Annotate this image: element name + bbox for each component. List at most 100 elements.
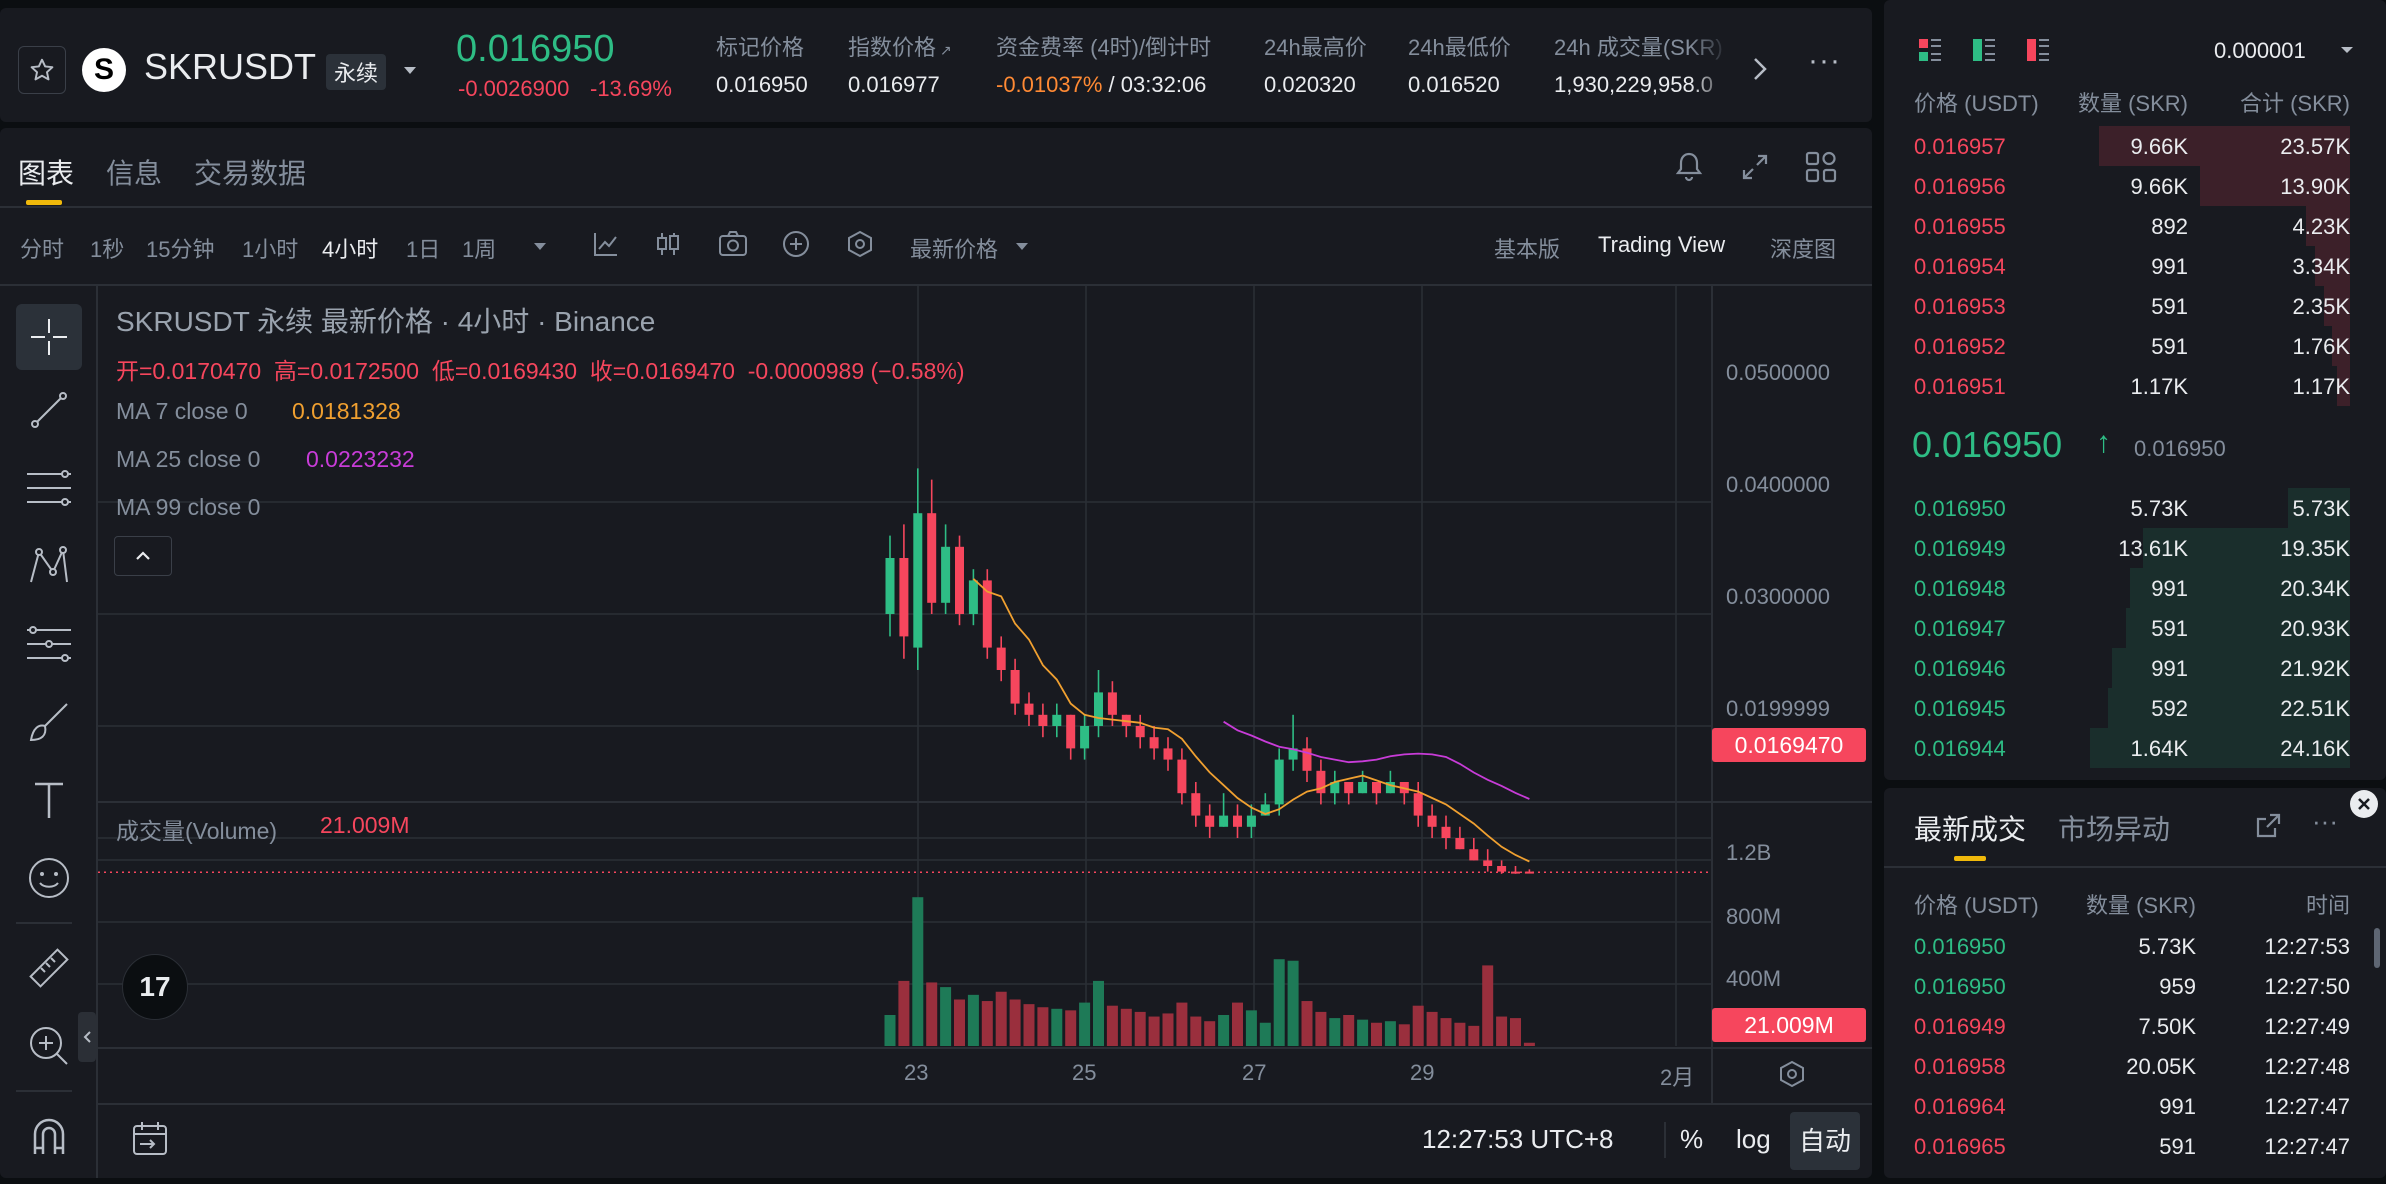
bell-icon[interactable]: [1674, 150, 1704, 182]
interval-1d[interactable]: 1日: [406, 237, 441, 262]
tab-trading-data[interactable]: 交易数据: [194, 158, 307, 189]
view-depth[interactable]: 深度图: [1770, 237, 1837, 262]
pattern-tool[interactable]: [0, 534, 98, 598]
zoom-in-icon: [30, 1027, 68, 1065]
candle-body: [1288, 748, 1298, 760]
horizontal-lines-icon: [27, 470, 71, 506]
collapse-legend-button[interactable]: [114, 536, 172, 576]
funding-rate-label[interactable]: 资金费率 (4时)/倒计时: [996, 35, 1212, 60]
price-type-dropdown-icon[interactable]: [1014, 242, 1030, 252]
tab-chart[interactable]: 图表: [18, 158, 75, 189]
ruler-tool[interactable]: [0, 936, 98, 1000]
bid-row[interactable]: 0.016944 1.64K 24.16K: [1884, 728, 2386, 768]
indicator-icon[interactable]: [592, 230, 620, 258]
auto-scale-button[interactable]: 自动: [1790, 1112, 1860, 1170]
trades-scrollbar[interactable]: [2374, 928, 2380, 968]
interval-15m[interactable]: 15分钟: [146, 237, 215, 262]
bid-row[interactable]: 0.016945 592 22.51K: [1884, 688, 2386, 728]
collapse-toolbar-button[interactable]: [78, 1012, 96, 1062]
bid-depth-bar: [2108, 688, 2350, 728]
horizontal-lines-tool[interactable]: [0, 456, 98, 520]
bid-row[interactable]: 0.016948 991 20.34K: [1884, 568, 2386, 608]
add-circle-icon[interactable]: [782, 230, 810, 258]
axis-settings-icon[interactable]: [1778, 1060, 1806, 1088]
chevron-right-icon[interactable]: [1752, 56, 1768, 82]
clock-readout[interactable]: 12:27:53 UTC+8: [1422, 1124, 1614, 1154]
trade-time: 12:27:48: [2264, 1054, 2350, 1079]
precision-dropdown-icon[interactable]: [2340, 46, 2354, 55]
trades-panel: 最新成交 市场异动 ··· 价格 (USDT) 数量 (SKR) 时间 0.01…: [1884, 788, 2386, 1178]
close-icon[interactable]: [2350, 790, 2378, 818]
price-type-select[interactable]: 最新价格: [910, 237, 999, 262]
zoom-in-tool[interactable]: [0, 1014, 98, 1078]
ma7-line: [972, 578, 1530, 863]
expand-icon[interactable]: [1740, 152, 1770, 182]
interval-1s[interactable]: 1秒: [90, 237, 125, 262]
index-price-label[interactable]: 指数价格 ↗: [848, 35, 952, 60]
interval-timeline[interactable]: 分时: [20, 237, 65, 262]
bid-row[interactable]: 0.016950 5.73K 5.73K: [1884, 488, 2386, 528]
book-asks-icon[interactable]: [2026, 38, 2050, 62]
brush-tool[interactable]: [0, 690, 98, 754]
precision-select[interactable]: 0.000001: [2214, 38, 2306, 63]
tab-info[interactable]: 信息: [106, 158, 163, 189]
candle-body: [1052, 714, 1062, 726]
ask-price: 0.016956: [1914, 174, 2006, 199]
fibonacci-tool[interactable]: [0, 612, 98, 676]
bid-qty: 1.64K: [2130, 736, 2189, 761]
ask-row[interactable]: 0.016956 9.66K 13.90K: [1884, 166, 2386, 206]
favorite-star-button[interactable]: [18, 46, 66, 94]
interval-1w[interactable]: 1周: [462, 237, 497, 262]
layout-grid-icon[interactable]: [1804, 150, 1838, 184]
price-axis-label: 0.0500000: [1726, 360, 1830, 385]
view-basic[interactable]: 基本版: [1494, 237, 1561, 262]
bid-row[interactable]: 0.016946 991 21.92K: [1884, 648, 2386, 688]
book-bids-icon[interactable]: [1972, 38, 1996, 62]
ruler-icon: [29, 948, 69, 988]
mark-price-label[interactable]: 标记价格: [716, 35, 805, 60]
book-both-icon[interactable]: [1918, 38, 1942, 62]
trades-more-icon[interactable]: ···: [2312, 806, 2338, 836]
ask-depth-bar: [2337, 366, 2350, 406]
tradingview-logo[interactable]: 17: [122, 954, 188, 1020]
ask-depth-bar: [2324, 286, 2350, 326]
trades-header-qty: 数量 (SKR): [2085, 893, 2196, 918]
ask-row[interactable]: 0.016955 892 4.23K: [1884, 206, 2386, 246]
interval-1h[interactable]: 1小时: [242, 237, 299, 262]
interval-4h[interactable]: 4小时: [322, 237, 379, 262]
log-scale-button[interactable]: log: [1736, 1124, 1771, 1154]
mid-price[interactable]: 0.016950: [1912, 424, 2063, 465]
ask-price: 0.016955: [1914, 214, 2006, 239]
popout-icon[interactable]: [2254, 812, 2282, 840]
ask-total: 2.35K: [2292, 294, 2351, 319]
tab-recent-trades[interactable]: 最新成交: [1914, 814, 2027, 845]
tab-market-movers[interactable]: 市场异动: [2058, 814, 2171, 845]
view-tradingview[interactable]: Trading View: [1598, 232, 1726, 257]
magnet-tool[interactable]: [0, 1104, 98, 1168]
candlestick-chart[interactable]: [0, 128, 1872, 1178]
text-tool[interactable]: [0, 768, 98, 832]
ask-row[interactable]: 0.016957 9.66K 23.57K: [1884, 126, 2386, 166]
settings-hex-icon[interactable]: [846, 230, 874, 258]
trendline-tool[interactable]: [0, 378, 98, 442]
ask-row[interactable]: 0.016954 991 3.34K: [1884, 246, 2386, 286]
candle-body: [1135, 726, 1145, 738]
ask-row[interactable]: 0.016952 591 1.76K: [1884, 326, 2386, 366]
candle-type-icon[interactable]: [654, 230, 682, 258]
pattern-icon: [30, 546, 68, 583]
more-options-icon[interactable]: ···: [1808, 44, 1841, 77]
ask-row[interactable]: 0.016951 1.17K 1.17K: [1884, 366, 2386, 406]
emoji-tool[interactable]: [0, 846, 98, 910]
goto-date-icon[interactable]: [130, 1120, 170, 1158]
percent-scale-button[interactable]: %: [1680, 1124, 1704, 1154]
chevron-down-icon[interactable]: [402, 66, 418, 76]
camera-icon[interactable]: [718, 230, 748, 258]
external-link-icon: ↗: [936, 42, 952, 58]
ask-row[interactable]: 0.016953 591 2.35K: [1884, 286, 2386, 326]
bid-row[interactable]: 0.016949 13.61K 19.35K: [1884, 528, 2386, 568]
bid-row[interactable]: 0.016947 591 20.93K: [1884, 608, 2386, 648]
crosshair-tool[interactable]: [0, 304, 98, 370]
symbol-name[interactable]: SKRUSDT: [144, 46, 317, 87]
interval-dropdown-icon[interactable]: [532, 242, 548, 252]
brush-icon: [29, 703, 68, 742]
